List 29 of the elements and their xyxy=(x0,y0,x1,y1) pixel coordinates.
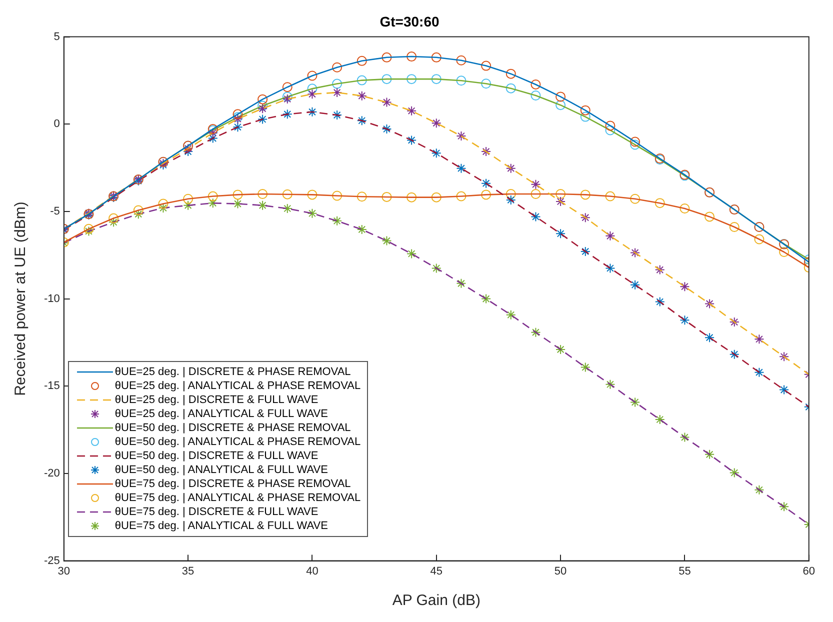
y-tick-label: 0 xyxy=(54,118,60,130)
x-tick-label: 55 xyxy=(678,565,691,578)
y-tick-label: -20 xyxy=(44,468,60,480)
x-tick-label: 45 xyxy=(430,565,443,578)
x-axis-title: AP Gain (dB) xyxy=(392,592,480,610)
legend-label: θUE=25 deg. | DISCRETE & FULL WAVE xyxy=(114,392,318,407)
legend-label: θUE=50 deg. | ANALYTICAL & FULL WAVE xyxy=(114,462,328,477)
legend-label: θUE=50 deg. | DISCRETE & FULL WAVE xyxy=(114,448,318,463)
y-tick-label: -25 xyxy=(44,554,60,567)
x-tick-label: 30 xyxy=(58,565,70,578)
legend-label: θUE=75 deg. | ANALYTICAL & PHASE REMOVAL xyxy=(114,490,361,505)
legend-label: θUE=75 deg. | DISCRETE & PHASE REMOVAL xyxy=(114,476,351,491)
legend-label: θUE=25 deg. | DISCRETE & PHASE REMOVAL xyxy=(114,364,351,379)
x-tick-label: 60 xyxy=(802,565,816,578)
legend-label: θUE=25 deg. | ANALYTICAL & FULL WAVE xyxy=(114,406,328,421)
legend-label: θUE=25 deg. | ANALYTICAL & PHASE REMOVAL xyxy=(114,378,361,393)
chart-title: Gt=30:60 xyxy=(380,13,440,30)
legend-label: θUE=75 deg. | ANALYTICAL & FULL WAVE xyxy=(114,518,328,533)
y-tick-label: -15 xyxy=(44,380,60,392)
x-tick-label: 50 xyxy=(554,565,567,578)
x-tick-label: 40 xyxy=(306,565,318,578)
y-axis-title: Received power at UE (dBm) xyxy=(12,202,30,396)
y-tick-label: 5 xyxy=(54,30,60,43)
legend-label: θUE=50 deg. | DISCRETE & PHASE REMOVAL xyxy=(114,420,351,435)
legend-label: θUE=75 deg. | DISCRETE & FULL WAVE xyxy=(114,504,318,519)
legend-label: θUE=50 deg. | ANALYTICAL & PHASE REMOVAL xyxy=(114,434,361,449)
y-tick-label: -5 xyxy=(50,206,60,218)
y-tick-label: -10 xyxy=(44,292,60,305)
x-tick-label: 35 xyxy=(182,565,194,578)
